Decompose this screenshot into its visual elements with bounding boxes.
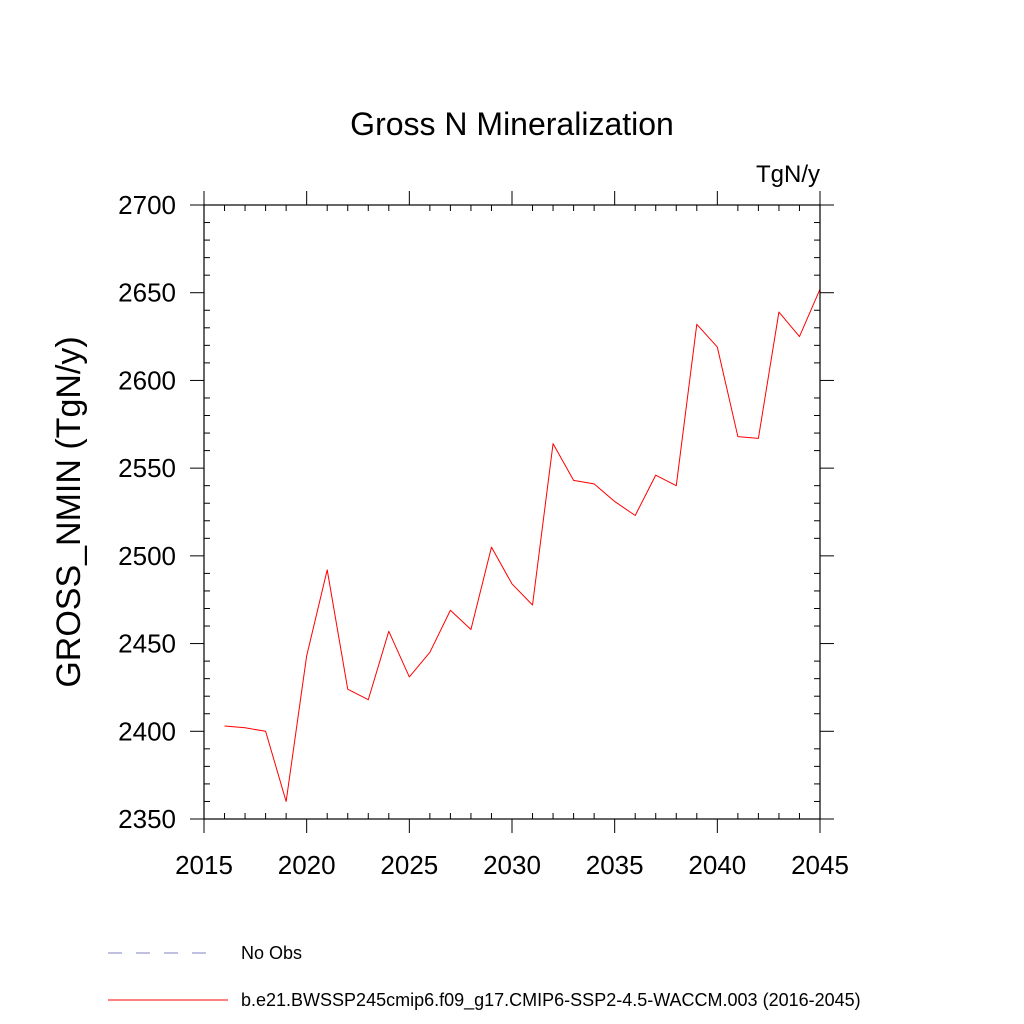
data-point [655,475,656,476]
data-point [594,483,595,484]
data-point [265,731,266,732]
chart-title: Gross N Mineralization [350,106,674,142]
tick-labels: 2350 2400 2450 2500 2550 2600 2650 2700 2015 2020… [118,190,849,880]
data-point [347,689,348,690]
y-tick-label: 2500 [118,541,176,571]
data-point [614,501,615,502]
y-tick-label: 2450 [118,629,176,659]
y-tick-label: 2600 [118,365,176,395]
data-point [368,699,369,700]
data-point [717,346,718,347]
data-point [696,324,697,325]
x-tick-label: 2030 [483,850,541,880]
data-point [306,655,307,656]
x-tick-label: 2045 [791,850,849,880]
data-point [758,438,759,439]
data-point [327,569,328,570]
data-point [244,727,245,728]
series-line [224,289,821,802]
x-tick-label: 2035 [586,850,644,880]
data-point [799,336,800,337]
legend-label-no-obs: No Obs [241,943,302,963]
y-tick-label: 2550 [118,453,176,483]
data-point [511,583,512,584]
legend: No Obs b.e21.BWSSP245cmip6.f09_g17.CMIP6… [108,943,861,1011]
data-point [778,311,779,312]
x-tick-label: 2025 [380,850,438,880]
data-point [470,629,471,630]
y-tick-label: 2650 [118,278,176,308]
data-point [635,515,636,516]
data-point [409,676,410,677]
y-tick-label: 2400 [118,716,176,746]
data-point [573,480,574,481]
data-point [224,725,225,726]
data-point [552,443,553,444]
axis-ticks [190,191,834,833]
y-tick-label: 2700 [118,190,176,220]
y-axis-label: GROSS_NMIN (TgN/y) [50,336,88,687]
data-point [737,436,738,437]
data-point [491,546,492,547]
legend-label-series: b.e21.BWSSP245cmip6.f09_g17.CMIP6-SSP2-4… [241,990,861,1011]
x-tick-label: 2020 [278,850,336,880]
data-point [286,801,287,802]
data-point [429,652,430,653]
y-tick-label: 2350 [118,804,176,834]
data-point [676,485,677,486]
series-layer [224,289,821,802]
data-point [532,604,533,605]
units-label: TgN/y [756,161,820,188]
x-tick-label: 2040 [688,850,746,880]
plot-frame [203,204,821,820]
x-tick-label: 2015 [175,850,233,880]
data-point [450,610,451,611]
data-point [388,631,389,632]
